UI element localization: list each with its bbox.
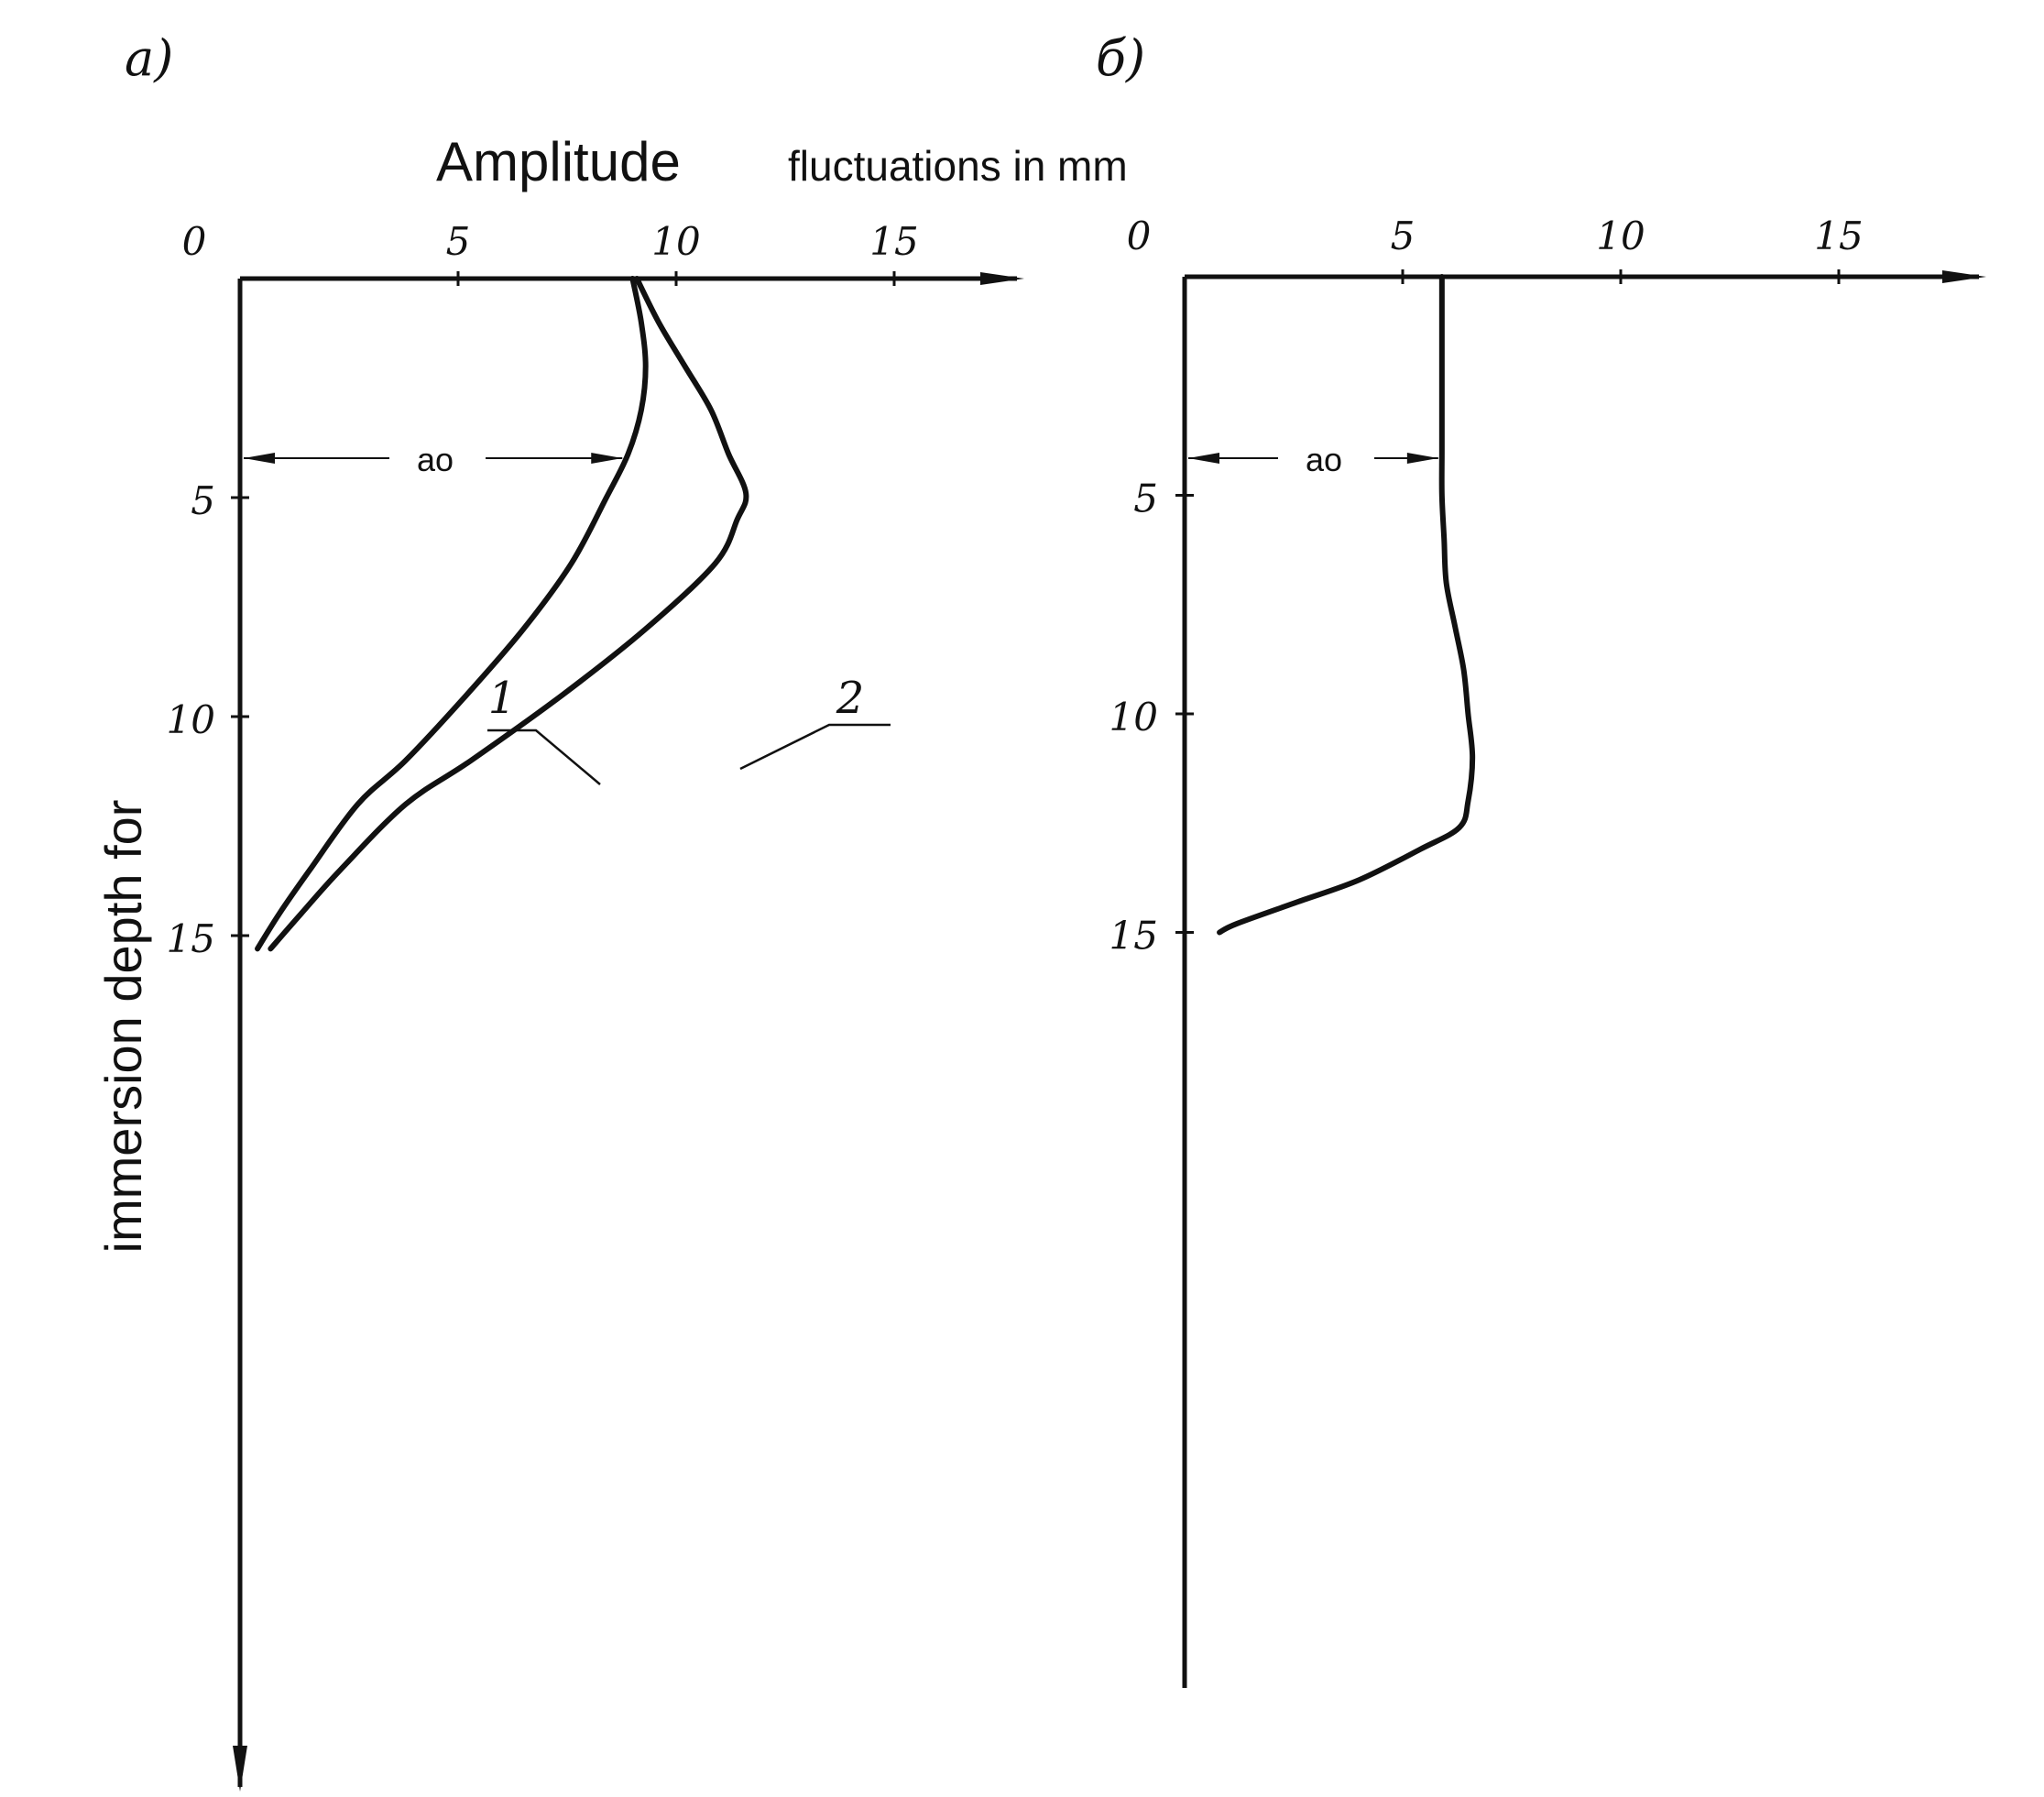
plot-layer: 0 5 10 15 5 10 15 ao 1 2 0 5 10 15 5 10 15 ao [167, 214, 1986, 1792]
curve-leader-2 [739, 723, 891, 771]
ao-arrow-left [244, 453, 275, 464]
panel-a-label: a) [125, 29, 173, 87]
x-tick-label: 15 [869, 219, 918, 264]
x-tick-label: 15 [1814, 214, 1863, 258]
x-tick-label: 10 [1596, 214, 1645, 258]
x-tick-label: 10 [651, 219, 700, 264]
x-tick-label: 0 [1127, 214, 1152, 258]
y-tick-label: 15 [167, 916, 215, 961]
chart-subtitle: fluctuations in mm [788, 142, 1128, 190]
ao-label: ao [1306, 441, 1342, 478]
x-tick-label: 0 [182, 219, 207, 264]
x-tick-label: 5 [446, 219, 471, 264]
panel-0: 0 5 10 15 5 10 15 ao 1 2 [167, 219, 1024, 1792]
curve-leader-1 [487, 729, 601, 785]
curve-label-1: 1 [488, 673, 517, 724]
series-line-0 [1217, 274, 1476, 936]
ao-arrow-left [1188, 453, 1219, 464]
y-tick-label: 15 [1109, 914, 1158, 959]
series-line-1 [255, 276, 649, 952]
curve-label-2: 2 [836, 673, 865, 724]
x-axis-arrow [1942, 270, 1986, 283]
panel-1: 0 5 10 15 5 10 15 ao [1109, 214, 1986, 1688]
panel-b-label: б) [1096, 29, 1145, 87]
y-tick-label: 5 [1133, 477, 1158, 521]
y-axis-arrow [233, 1746, 247, 1792]
y-tick-label: 5 [191, 478, 215, 523]
ao-arrow-right [591, 453, 623, 464]
x-tick-label: 5 [1391, 214, 1415, 258]
y-tick-label: 10 [1109, 695, 1158, 740]
y-axis-title: immersion depth for [94, 800, 152, 1254]
ao-label: ao [417, 441, 454, 478]
y-tick-label: 10 [167, 697, 215, 742]
ao-arrow-right [1406, 453, 1438, 464]
chart-title: Amplitude [436, 131, 681, 192]
x-axis-arrow [980, 272, 1024, 285]
series-line-2 [268, 276, 749, 952]
